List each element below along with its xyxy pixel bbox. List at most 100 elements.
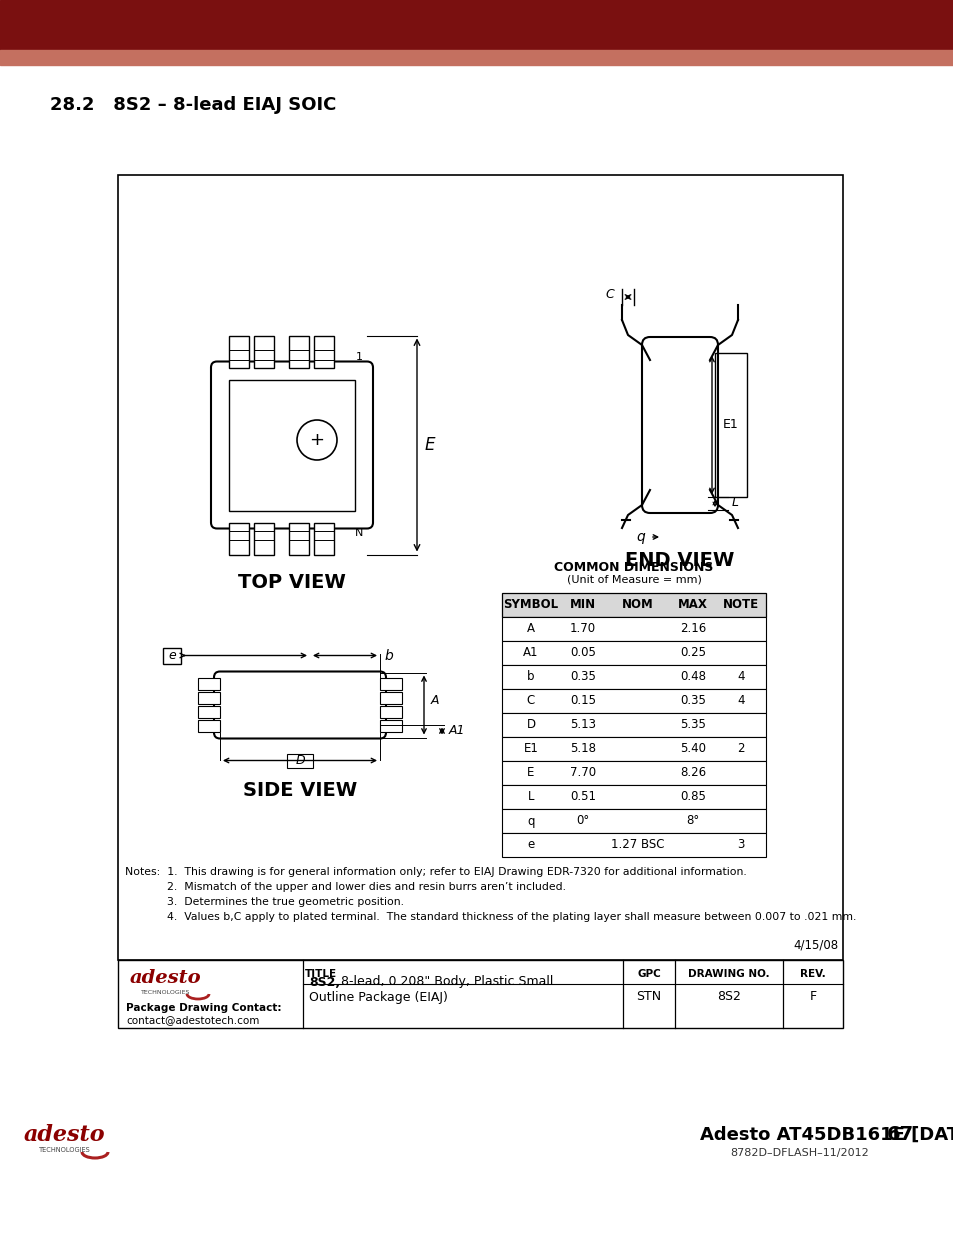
Text: 67: 67 <box>885 1125 913 1145</box>
Text: 8-lead, 0.208" Body, Plastic Small: 8-lead, 0.208" Body, Plastic Small <box>336 976 553 988</box>
Bar <box>379 706 401 718</box>
Bar <box>118 175 842 960</box>
Text: 4.  Values b,C apply to plated terminal.  The standard thickness of the plating : 4. Values b,C apply to plated terminal. … <box>125 911 856 923</box>
Text: 2: 2 <box>737 742 744 756</box>
Bar <box>198 720 220 732</box>
Text: e: e <box>168 650 175 662</box>
Text: 8°: 8° <box>685 815 699 827</box>
Text: 4: 4 <box>737 671 744 683</box>
Bar <box>379 678 401 690</box>
Text: 8.26: 8.26 <box>679 767 705 779</box>
Text: Notes:  1.  This drawing is for general information only; refer to EIAJ Drawing : Notes: 1. This drawing is for general in… <box>125 867 746 877</box>
Text: REV.: REV. <box>800 969 825 979</box>
Bar <box>501 593 765 618</box>
Text: 28.2   8S2 – 8-lead EIAJ SOIC: 28.2 8S2 – 8-lead EIAJ SOIC <box>50 96 336 114</box>
Bar <box>198 692 220 704</box>
Text: 3.  Determines the true geometric position.: 3. Determines the true geometric positio… <box>125 897 403 906</box>
Text: 2.16: 2.16 <box>679 622 705 636</box>
Bar <box>0 49 953 65</box>
Text: 0.25: 0.25 <box>679 646 705 659</box>
Text: 5.18: 5.18 <box>569 742 596 756</box>
Text: TITLE: TITLE <box>305 969 336 979</box>
Bar <box>118 960 842 1028</box>
Text: SIDE VIEW: SIDE VIEW <box>243 781 356 800</box>
Text: 8S2: 8S2 <box>717 989 740 1003</box>
Text: A: A <box>431 694 439 706</box>
Bar <box>501 713 765 737</box>
Bar <box>289 336 309 368</box>
Text: GPC: GPC <box>637 969 660 979</box>
Text: q: q <box>636 530 644 543</box>
Text: 1.27 BSC: 1.27 BSC <box>611 839 664 851</box>
Text: MAX: MAX <box>678 599 707 611</box>
Text: TOP VIEW: TOP VIEW <box>238 573 346 592</box>
Text: 0°: 0° <box>576 815 589 827</box>
Text: D: D <box>294 755 305 767</box>
Bar <box>229 336 249 368</box>
Text: Package Drawing Contact:: Package Drawing Contact: <box>126 1003 281 1013</box>
Bar <box>501 689 765 713</box>
Text: 2.  Mismatch of the upper and lower dies and resin burrs aren’t included.: 2. Mismatch of the upper and lower dies … <box>125 882 565 892</box>
Text: SYMBOL: SYMBOL <box>503 599 558 611</box>
Text: 0.48: 0.48 <box>679 671 705 683</box>
Text: e: e <box>527 839 534 851</box>
Text: E: E <box>527 767 534 779</box>
Bar <box>198 678 220 690</box>
Text: contact@adestotech.com: contact@adestotech.com <box>126 1015 259 1025</box>
Text: STN: STN <box>636 989 660 1003</box>
Text: C: C <box>604 288 614 300</box>
Text: 0.05: 0.05 <box>570 646 596 659</box>
Bar <box>501 618 765 641</box>
Bar <box>253 522 274 555</box>
Bar <box>253 336 274 368</box>
Bar <box>287 753 313 767</box>
Text: COMMON DIMENSIONS: COMMON DIMENSIONS <box>554 561 713 574</box>
Text: D: D <box>526 719 535 731</box>
Text: b: b <box>385 648 394 662</box>
Text: 0.35: 0.35 <box>570 671 596 683</box>
Text: adesto: adesto <box>24 1124 106 1146</box>
Bar <box>0 0 953 49</box>
Text: 5.13: 5.13 <box>569 719 596 731</box>
Text: 8S2,: 8S2, <box>309 976 340 988</box>
Text: TECHNOLOGIES: TECHNOLOGIES <box>141 989 191 994</box>
Bar <box>229 379 355 510</box>
Bar <box>314 336 334 368</box>
Text: NOTE: NOTE <box>722 599 759 611</box>
Text: 0.51: 0.51 <box>569 790 596 804</box>
Bar <box>229 522 249 555</box>
Text: 3: 3 <box>737 839 744 851</box>
Text: 0.15: 0.15 <box>569 694 596 708</box>
FancyBboxPatch shape <box>213 672 386 739</box>
Text: adesto: adesto <box>130 969 202 987</box>
Text: Outline Package (EIAJ): Outline Package (EIAJ) <box>309 992 447 1004</box>
Text: MIN: MIN <box>569 599 596 611</box>
Text: 1.70: 1.70 <box>569 622 596 636</box>
Text: E1: E1 <box>523 742 537 756</box>
Bar <box>314 522 334 555</box>
FancyBboxPatch shape <box>641 337 718 513</box>
Text: 0.85: 0.85 <box>679 790 705 804</box>
Text: DRAWING NO.: DRAWING NO. <box>687 969 769 979</box>
Text: 4: 4 <box>737 694 744 708</box>
Text: N: N <box>355 527 363 537</box>
Text: 5.35: 5.35 <box>679 719 705 731</box>
Text: C: C <box>526 694 535 708</box>
Text: (Unit of Measure = mm): (Unit of Measure = mm) <box>566 576 700 585</box>
Text: A: A <box>526 622 535 636</box>
Text: NOM: NOM <box>621 599 653 611</box>
Text: L: L <box>731 496 739 510</box>
Text: 7.70: 7.70 <box>569 767 596 779</box>
Bar <box>714 353 746 496</box>
Text: b: b <box>527 671 535 683</box>
Text: Adesto AT45DB161E [DATASHEET]: Adesto AT45DB161E [DATASHEET] <box>700 1126 953 1144</box>
Text: TECHNOLOGIES: TECHNOLOGIES <box>39 1147 91 1153</box>
Text: L: L <box>527 790 534 804</box>
Bar <box>163 647 181 663</box>
Bar <box>501 641 765 664</box>
Text: +: + <box>309 431 324 450</box>
Bar <box>501 785 765 809</box>
Text: END VIEW: END VIEW <box>624 551 734 569</box>
Text: 4/15/08: 4/15/08 <box>793 939 838 951</box>
Bar <box>379 692 401 704</box>
